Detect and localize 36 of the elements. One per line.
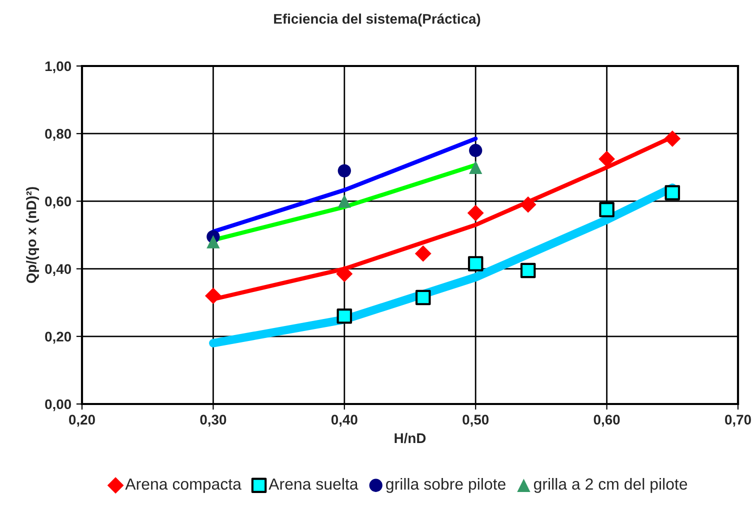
point [336, 266, 353, 282]
legend-label: grilla a 2 cm del pilote [534, 478, 688, 493]
point [520, 262, 536, 278]
chart-title: Eficiencia del sistema(Práctica) [274, 13, 480, 27]
point [415, 290, 431, 306]
x-tick-label: 0,50 [462, 414, 489, 427]
point [467, 204, 484, 222]
y-tick-label: 0,80 [45, 128, 72, 141]
point [664, 130, 681, 147]
legend-label: Arena compacta [125, 478, 242, 493]
x-tick-label: 0,60 [594, 414, 620, 427]
point [599, 202, 614, 218]
y-axis-title: Qp/(qo x (nD)²) [26, 187, 39, 284]
point [338, 194, 351, 208]
x-tick-label: 0,40 [331, 414, 358, 427]
x-tick-label: 0,70 [725, 414, 751, 427]
x-tick-label: 0,30 [200, 414, 226, 427]
point [206, 235, 220, 248]
x-tick-label: 0,20 [69, 414, 95, 427]
point [469, 144, 482, 158]
point [664, 185, 680, 200]
point [338, 164, 351, 178]
point [468, 256, 484, 272]
y-tick-label: 0,20 [45, 332, 72, 344]
point [598, 150, 616, 168]
legend-label: grilla sobre pilote [386, 478, 506, 493]
point [469, 160, 482, 174]
y-tick-label: 0,00 [45, 399, 72, 412]
y-tick-label: 0,40 [45, 264, 72, 276]
y-tick-label: 0,60 [45, 196, 72, 208]
point [336, 308, 352, 324]
x-axis-title: H/nD [394, 432, 426, 444]
legend-label: Arena suelta [268, 478, 358, 490]
y-tick-label: 1,00 [45, 61, 72, 74]
point [204, 288, 222, 304]
point [414, 245, 432, 262]
